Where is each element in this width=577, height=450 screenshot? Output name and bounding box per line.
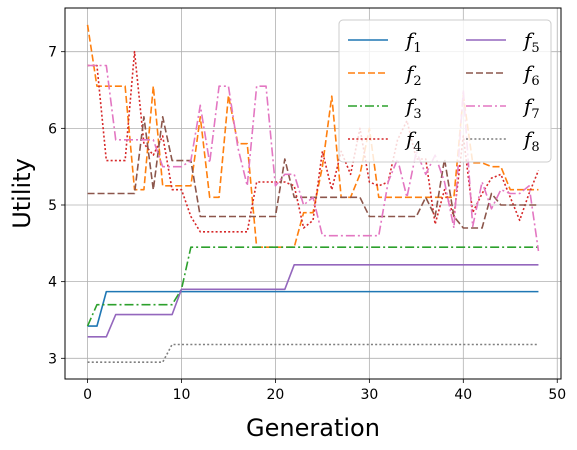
legend-box <box>338 19 552 163</box>
plot-frame <box>64 7 562 380</box>
y-tick-label: 5 <box>48 198 57 214</box>
y-tick-label: 4 <box>48 275 57 291</box>
x-tick-label: 40 <box>454 387 472 403</box>
series-line-f1 <box>87 290 539 327</box>
series-line-f6 <box>87 116 539 229</box>
x-axis-label: Generation <box>246 414 380 442</box>
x-tick-label: 50 <box>548 387 566 403</box>
y-axis-label: Utility <box>8 158 36 229</box>
x-axis-ticks: 0 10 20 30 40 50 <box>83 379 566 403</box>
x-tick-label: 30 <box>360 387 378 403</box>
series-line-f4 <box>87 50 540 233</box>
series-line-f7 <box>87 64 540 252</box>
series-line-f5 <box>87 263 539 338</box>
x-tick-label: 0 <box>83 387 92 403</box>
x-tick-label: 20 <box>267 387 285 403</box>
y-tick-label: 3 <box>48 351 57 367</box>
y-tick-label: 6 <box>48 121 57 137</box>
series-line-f3 <box>86 246 539 327</box>
y-axis-ticks: 3 4 5 6 7 <box>48 45 65 367</box>
x-tick-label: 10 <box>173 387 191 403</box>
y-tick-label: 7 <box>48 45 57 61</box>
series-line-f8 <box>87 343 539 363</box>
